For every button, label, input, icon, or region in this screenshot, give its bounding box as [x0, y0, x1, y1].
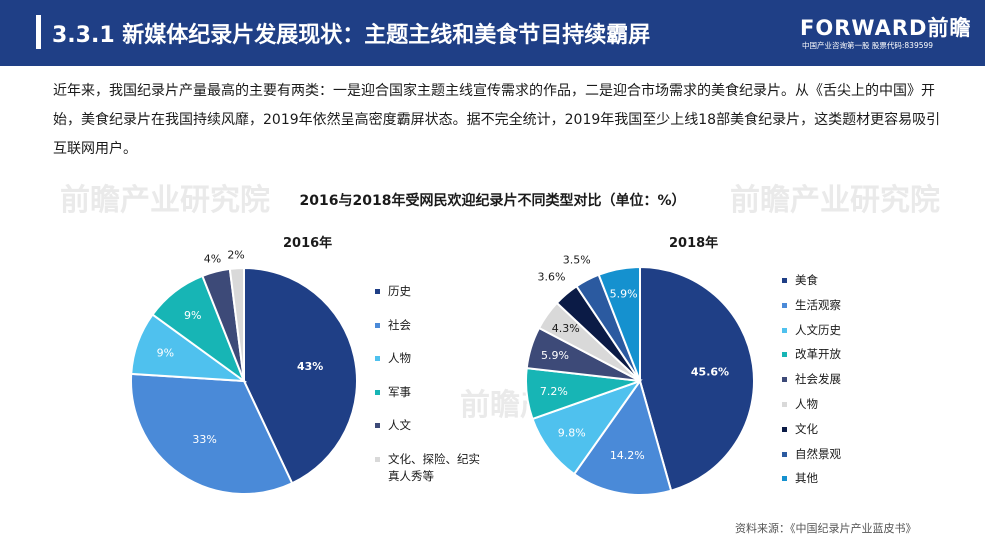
- source-note: 资料来源：《中国纪录片产业蓝皮书》: [735, 522, 917, 535]
- legend-label: 其他: [795, 471, 818, 486]
- legend-swatch: [375, 356, 380, 361]
- pie-slice-2018-1: [572, 378, 673, 496]
- legend-swatch: [782, 426, 787, 432]
- legend-label: 社会: [388, 317, 411, 332]
- legend-item-2018-0: 美食: [782, 272, 892, 297]
- forward-logo: FORWARD前瞻: [800, 16, 972, 40]
- pie-label-2016-3: 9%: [184, 309, 201, 322]
- legend-item-2018-1: 生活观察: [782, 297, 892, 322]
- pie-slice-2016-5: [228, 266, 245, 382]
- legend-item-2018-2: 人文历史: [782, 322, 892, 347]
- legend-swatch: [782, 451, 787, 457]
- legend-label: 生活观察: [795, 297, 841, 312]
- pie-label-2018-6: 3.6%: [538, 271, 566, 284]
- legend-label: 人文历史: [795, 322, 841, 337]
- pie-label-2018-8: 5.9%: [610, 288, 638, 301]
- page-title: 3.3.1 新媒体纪录片发展现状：主题主线和美食节目持续霸屏: [52, 23, 651, 48]
- legend-item-2016-1: 社会: [375, 317, 485, 351]
- legend-label: 人物: [388, 351, 411, 365]
- legend-label: 军事: [388, 384, 411, 399]
- pie-slice-2016-0: [243, 266, 358, 485]
- legend-label: 美食: [795, 273, 818, 287]
- legend-item-2018-5: 人物: [782, 396, 892, 421]
- header-banner: 3.3.1 新媒体纪录片发展现状：主题主线和美食节目持续霸屏 FORWARD前瞻…: [0, 0, 985, 66]
- legend-item-2016-4: 人文: [375, 417, 485, 451]
- legend-item-2018-4: 社会发展: [782, 371, 892, 396]
- pie-label-2018-4: 5.9%: [541, 349, 569, 362]
- logo-subtitle: 中国产业咨询第一股 股票代码:839599: [802, 41, 934, 50]
- pie-title-2018: 2018年: [669, 236, 719, 251]
- legend-label: 自然景观: [795, 446, 841, 461]
- legend-swatch: [782, 278, 787, 283]
- legend-label: 文化: [795, 421, 818, 436]
- legend-swatch: [375, 423, 380, 428]
- legend-item-2016-0: 历史: [375, 283, 485, 317]
- header-accent-bar: [36, 15, 41, 49]
- legend-2018: 美食生活观察人文历史改革开放社会发展人物文化自然景观其他: [782, 272, 892, 495]
- watermark: 前瞻产业研究院: [60, 183, 270, 218]
- pie-label-2018-5: 4.3%: [552, 322, 580, 335]
- legend-label: 人物: [795, 396, 818, 411]
- legend-swatch: [375, 289, 380, 294]
- legend-swatch: [782, 352, 787, 358]
- intro-paragraph: 近年来，我国纪录片产量最高的主要有两类：一是迎合国家主题主线宣传需求的作品，二是…: [53, 83, 941, 157]
- pie-label-2016-5: 2%: [227, 249, 244, 262]
- legend-item-2016-2: 人物: [375, 350, 485, 384]
- legend-swatch: [375, 322, 380, 328]
- pie-label-2016-0: 43%: [297, 360, 323, 373]
- legend-swatch: [782, 476, 787, 482]
- legend-swatch: [375, 389, 380, 395]
- pie-slice-2018-0: [639, 265, 755, 492]
- pie-slice-2016-1: [130, 372, 294, 495]
- pie-slice-2018-8: [597, 265, 641, 382]
- legend-item-2016-5: 文化、探险、纪实真人秀等: [375, 451, 485, 485]
- pie-label-2018-1: 14.2%: [610, 449, 645, 462]
- legend-swatch: [782, 377, 787, 383]
- legend-label: 社会发展: [795, 372, 841, 387]
- pie-title-2016: 2016年: [283, 236, 333, 251]
- legend-swatch: [782, 401, 787, 407]
- pie-label-2018-2: 9.8%: [558, 427, 586, 440]
- legend-swatch: [375, 456, 380, 462]
- legend-item-2018-3: 改革开放: [782, 346, 892, 371]
- legend-item-2018-6: 文化: [782, 421, 892, 446]
- chart-title: 2016与2018年受网民欢迎纪录片不同类型对比（单位：%）: [299, 193, 686, 209]
- legend-label: 人文: [388, 418, 411, 432]
- legend-item-2018-8: 其他: [782, 470, 892, 495]
- legend-label: 改革开放: [795, 347, 841, 362]
- pie-label-2018-0: 45.6%: [691, 365, 729, 378]
- pie-label-2016-1: 33%: [192, 433, 216, 446]
- pie-label-2018-7: 3.5%: [563, 254, 591, 267]
- pie-label-2016-2: 9%: [157, 347, 174, 360]
- legend-item-2018-7: 自然景观: [782, 446, 892, 471]
- legend-2016: 历史社会人物军事人文文化、探险、纪实真人秀等: [375, 283, 485, 484]
- legend-swatch: [782, 302, 787, 308]
- legend-label: 文化、探险、纪实真人秀等: [388, 451, 480, 483]
- legend-item-2016-3: 军事: [375, 384, 485, 418]
- legend-label: 历史: [388, 284, 411, 298]
- pie-label-2016-4: 4%: [204, 252, 221, 265]
- legend-swatch: [782, 327, 787, 333]
- pie-label-2018-3: 7.2%: [540, 385, 568, 398]
- watermark: 前瞻产业研究院: [730, 183, 940, 218]
